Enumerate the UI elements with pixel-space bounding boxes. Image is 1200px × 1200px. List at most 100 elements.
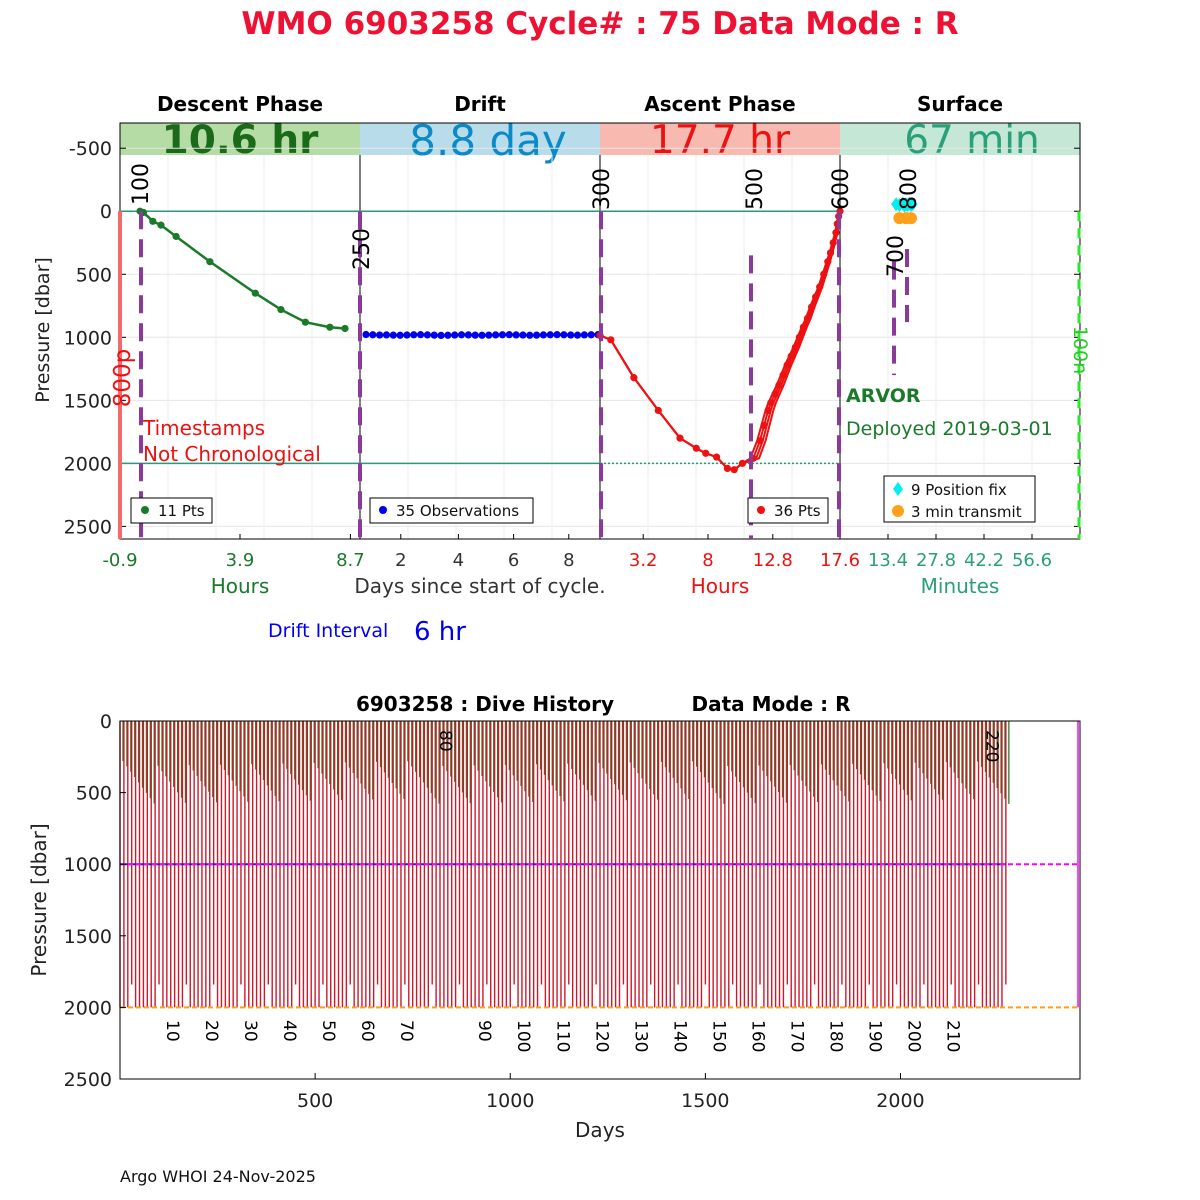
ascent-point	[795, 333, 803, 341]
pressure-marker-label: 250	[350, 228, 375, 270]
drift-point	[587, 331, 595, 339]
y-tick-label: 2000	[64, 997, 112, 1019]
x-tick-label: 1500	[681, 1090, 729, 1112]
ascent-point	[756, 437, 764, 445]
duration-band-surface	[840, 123, 1080, 155]
cycle-label: 200	[903, 1020, 923, 1052]
ascent-point	[730, 466, 738, 474]
figure-title: WMO 6903258 Cycle# : 75 Data Mode : R	[241, 6, 958, 42]
descent-point	[206, 258, 214, 266]
ascent-point	[803, 314, 812, 322]
drift-point	[567, 331, 575, 339]
x-tick-label: 27.8	[916, 550, 956, 571]
ascent-point	[738, 459, 746, 467]
ascent-point	[630, 374, 638, 382]
legend-ascent-label: 36 Pts	[774, 502, 821, 520]
ascent-point	[787, 352, 795, 360]
y-tick-label: -500	[69, 138, 112, 160]
ascent-point	[807, 303, 816, 311]
drift-point	[382, 331, 391, 339]
drift-point	[553, 331, 561, 339]
bottom-plot-frame	[119, 720, 1081, 1080]
ascent-point	[779, 371, 787, 379]
drift-point	[430, 331, 438, 339]
descent-point	[326, 323, 334, 331]
drift-point	[539, 331, 548, 339]
duration-band-descent	[120, 123, 360, 155]
legend-ascent: 36 Pts	[747, 497, 829, 524]
y-tick-label: 2500	[64, 1069, 112, 1091]
drift-point	[519, 331, 527, 339]
cycle-label: 150	[708, 1020, 728, 1052]
descent-line	[139, 210, 346, 330]
drift-point	[505, 331, 513, 339]
drift-point	[580, 331, 588, 339]
cycle-label: 50	[318, 1020, 338, 1042]
drift-point	[498, 331, 507, 339]
pressure-marker-label: 800	[897, 168, 922, 210]
drift-point	[444, 331, 452, 339]
drift-interval-value: 6 hr	[414, 617, 466, 647]
drift-point	[362, 330, 370, 339]
duration-band-drift	[360, 123, 600, 155]
x-tick-label: 17.6	[820, 550, 860, 571]
pressure-markers: 100 250 300 500 600 700 800	[129, 163, 922, 539]
drift-point	[410, 331, 418, 339]
dive-history-axes: 0 500 1000 1500 2000 2500 500 1000 1500 2000	[64, 711, 925, 1112]
drift-point	[512, 331, 520, 339]
side-label-right: 100n	[1069, 326, 1091, 374]
duration-ascent: 17.7 hr	[650, 118, 791, 163]
duration-drift: 8.8 day	[409, 116, 566, 165]
history-xlabel: Days	[575, 1118, 625, 1142]
x-tick-label: 1000	[486, 1090, 534, 1112]
transmit-point	[904, 212, 917, 225]
drift-point	[485, 331, 493, 339]
ascent-point	[692, 444, 700, 452]
drift-point	[451, 331, 459, 339]
drift-interval-label: Drift Interval	[268, 620, 388, 642]
cycle-label: 140	[669, 1020, 689, 1052]
drift-point	[492, 331, 500, 339]
drift-point	[416, 331, 425, 339]
x-tick-label: 8	[563, 550, 574, 571]
x-tick-label: 3.9	[226, 550, 255, 571]
drift-point	[560, 331, 568, 339]
drift-point	[403, 331, 411, 339]
descent-point	[341, 324, 349, 333]
legend-drift-label: 35 Observations	[396, 502, 519, 520]
ascent-point	[771, 390, 779, 398]
phase-title-drift: Drift	[454, 92, 506, 116]
ascent-point	[702, 449, 710, 457]
top-y-axis: -500 0 500 1000 1500 2000 2500	[64, 138, 1080, 538]
ascent-line	[599, 211, 842, 471]
cycle-label: 30	[240, 1020, 260, 1042]
legend-descent: 11 Pts	[130, 497, 213, 524]
x-tick-label: 42.2	[964, 550, 1004, 571]
cycle-label: 170	[786, 1020, 806, 1052]
cycle-labels: 10 20 30 40 50 60 70 80 90 100 110 120 130 140 150 160 1…	[162, 730, 1002, 1052]
ascent-point	[767, 399, 775, 407]
drift-point	[376, 331, 384, 339]
history-title-right: Data Mode : R	[692, 692, 851, 716]
ascent-point	[799, 323, 807, 331]
x-tick-label: 3.2	[629, 550, 658, 571]
ascent-line	[599, 210, 841, 471]
cycle-label: 100	[513, 1020, 533, 1052]
ascent-point	[654, 406, 662, 415]
ascent-point	[713, 453, 721, 461]
ascent-point	[783, 361, 791, 369]
descent-point	[157, 221, 165, 229]
x-tick-label: 2	[395, 550, 406, 571]
descent-point	[301, 318, 309, 326]
phase-title-ascent: Ascent Phase	[644, 92, 795, 116]
drift-point	[396, 331, 404, 339]
cycle-label: 40	[279, 1020, 299, 1042]
xlabel-descent: Hours	[211, 574, 270, 598]
ascent-point	[820, 270, 828, 278]
phase-title-surface: Surface	[917, 92, 1003, 116]
cycle-label: 70	[396, 1020, 416, 1042]
cycle-label: 10	[162, 1020, 182, 1042]
drift-point	[369, 331, 377, 339]
dive-history-series	[119, 721, 1080, 1009]
top-series	[118, 196, 1081, 539]
